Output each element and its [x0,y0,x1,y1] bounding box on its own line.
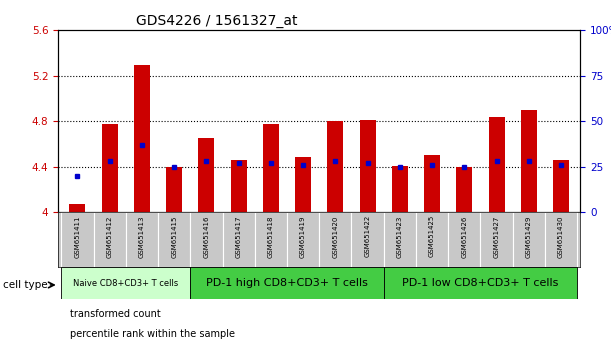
Text: GSM651426: GSM651426 [461,215,467,257]
Bar [166,167,182,212]
Text: GDS4226 / 1561327_at: GDS4226 / 1561327_at [136,14,298,28]
Bar [480,212,513,267]
Bar [416,212,448,267]
Text: GSM651422: GSM651422 [365,215,371,257]
Bar [134,65,150,212]
Bar [61,267,190,299]
Bar [93,212,126,267]
Text: GSM651417: GSM651417 [236,215,241,258]
Bar [327,121,343,212]
Text: PD-1 low CD8+CD3+ T cells: PD-1 low CD8+CD3+ T cells [402,278,558,288]
Text: transformed count: transformed count [70,309,161,319]
Bar [199,138,214,212]
Bar [424,155,440,212]
Bar [448,212,480,267]
Bar [230,160,247,212]
Text: PD-1 high CD8+CD3+ T cells: PD-1 high CD8+CD3+ T cells [206,278,368,288]
Text: GSM651415: GSM651415 [171,215,177,257]
Bar [263,124,279,212]
Bar [61,212,93,267]
Bar [384,267,577,299]
Bar [545,212,577,267]
Bar [320,212,351,267]
Text: GSM651427: GSM651427 [494,215,500,257]
Text: GSM651430: GSM651430 [558,215,564,258]
Bar [359,120,376,212]
Bar [513,212,545,267]
Bar [295,156,311,212]
Bar [456,167,472,212]
Text: Naive CD8+CD3+ T cells: Naive CD8+CD3+ T cells [73,279,178,288]
Text: GSM651418: GSM651418 [268,215,274,258]
Text: GSM651425: GSM651425 [429,215,435,257]
Bar [190,212,222,267]
Bar [553,160,569,212]
Text: GSM651429: GSM651429 [526,215,532,257]
Bar [255,212,287,267]
Bar [126,212,158,267]
Text: GSM651412: GSM651412 [107,215,112,257]
Text: GSM651411: GSM651411 [75,215,81,258]
Bar [351,212,384,267]
Bar [222,212,255,267]
Bar [158,212,190,267]
Bar [392,166,408,212]
Bar [101,124,118,212]
Text: GSM651420: GSM651420 [332,215,338,257]
Text: GSM651423: GSM651423 [397,215,403,257]
Bar [489,117,505,212]
Bar [384,212,416,267]
Bar [69,204,86,212]
Bar [521,110,537,212]
Text: percentile rank within the sample: percentile rank within the sample [70,329,235,339]
Text: GSM651413: GSM651413 [139,215,145,258]
Bar [190,267,384,299]
Text: GSM651416: GSM651416 [203,215,210,258]
Text: GSM651419: GSM651419 [300,215,306,258]
Bar [287,212,319,267]
Text: cell type: cell type [3,280,48,290]
